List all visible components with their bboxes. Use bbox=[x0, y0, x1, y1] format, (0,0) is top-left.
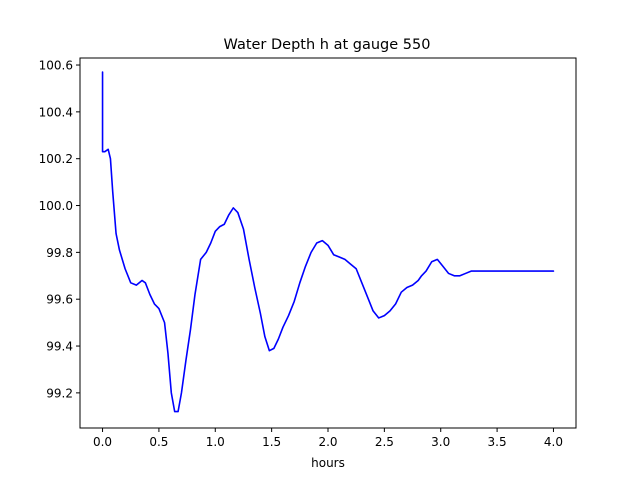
y-tick-label: 100.4 bbox=[39, 105, 73, 119]
x-axis-ticks: 0.0 0.5 1.0 1.5 2.0 2.5 3.0 3.5 4.0 bbox=[93, 428, 563, 449]
y-tick-label: 100.6 bbox=[39, 59, 73, 73]
y-tick-label: 99.8 bbox=[46, 246, 73, 260]
x-tick-label: 2.5 bbox=[375, 435, 394, 449]
x-tick-label: 0.0 bbox=[93, 435, 112, 449]
x-axis-label: hours bbox=[311, 456, 345, 470]
y-tick-label: 100.0 bbox=[39, 199, 73, 213]
series-group bbox=[101, 71, 555, 413]
x-tick-label: 3.5 bbox=[488, 435, 507, 449]
x-tick-label: 0.5 bbox=[149, 435, 168, 449]
y-axis-ticks: 99.2 99.4 99.6 99.8 100.0 100.2 100.4 100.6 bbox=[39, 59, 80, 400]
plot-frame bbox=[79, 57, 577, 429]
x-tick-label: 3.0 bbox=[431, 435, 450, 449]
series-line-0 bbox=[101, 71, 555, 413]
x-tick-label: 4.0 bbox=[544, 435, 563, 449]
x-tick-label: 1.0 bbox=[206, 435, 225, 449]
x-tick-label: 1.5 bbox=[262, 435, 281, 449]
y-tick-label: 99.2 bbox=[46, 386, 73, 400]
y-tick-label: 100.2 bbox=[39, 152, 73, 166]
x-tick-label: 2.0 bbox=[318, 435, 337, 449]
chart-title: Water Depth h at gauge 550 bbox=[224, 37, 431, 53]
y-tick-label: 99.4 bbox=[46, 340, 73, 354]
y-tick-label: 99.6 bbox=[46, 293, 73, 307]
